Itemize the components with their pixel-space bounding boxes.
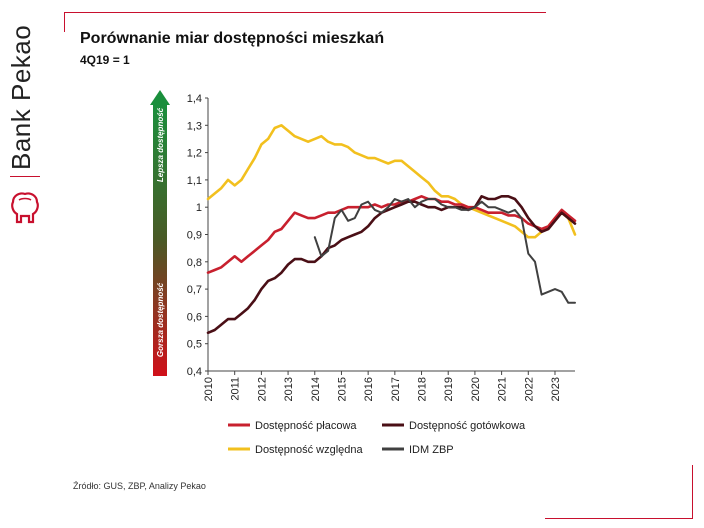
frame-bottom-line <box>545 518 693 519</box>
y-tick-label: 1,1 <box>187 175 202 187</box>
y-tick-label: 0,4 <box>187 366 202 378</box>
y-tick-label: 1,4 <box>187 93 202 105</box>
legend-label: Dostępność płacowa <box>255 420 357 432</box>
y-tick-labels: 0,4 0,5 0,6 0,7 0,8 0,9 1 1,1 1,2 1,3 1,4 <box>187 93 202 378</box>
brand-sidebar: Bank Pekao <box>0 0 50 528</box>
y-tick-label: 0,6 <box>187 311 202 323</box>
series-line-dost-pno-got-wkowa <box>206 195 577 335</box>
x-tick-label: 2016 <box>363 377 375 401</box>
x-tick-label: 2019 <box>443 377 455 401</box>
y-tick-label: 0,7 <box>187 284 202 296</box>
y-tick-label: 1 <box>196 202 202 214</box>
x-tick-label: 2010 <box>203 377 215 401</box>
x-tick-label: 2020 <box>470 377 482 401</box>
legend-label: IDM ZBP <box>409 444 454 456</box>
arrow-top-label: Lepsza dostępność <box>156 107 165 182</box>
x-tick-label: 2011 <box>230 377 242 401</box>
chart-axes <box>205 97 575 375</box>
y-tick-label: 1,3 <box>187 120 202 132</box>
y-tick-label: 1,2 <box>187 148 202 160</box>
x-tick-label: 2022 <box>523 377 535 401</box>
bison-logo-icon <box>11 192 39 224</box>
x-tick-label: 2018 <box>417 377 429 401</box>
arrow-head-icon <box>150 90 170 105</box>
arrow-shaft <box>153 104 167 376</box>
y-tick-label: 0,5 <box>187 339 202 351</box>
series-lines <box>206 124 577 335</box>
brand-separator <box>10 176 40 177</box>
x-tick-labels: 2010 2011 2012 2013 2014 2015 2016 2017 2018 2019… <box>203 377 562 401</box>
source-note: Źródło: GUS, ZBP, Analizy Pekao <box>73 481 206 491</box>
x-tick-label: 2017 <box>390 377 402 401</box>
x-tick-label: 2014 <box>310 377 322 401</box>
x-tick-label: 2015 <box>336 377 348 401</box>
page-title: Porównanie miar dostępności mieszkań <box>80 30 385 47</box>
frame-top-line <box>64 12 546 13</box>
availability-arrow: Lepsza dostępność Gorsza dostępność <box>150 90 170 376</box>
legend-label: Dostępność względna <box>255 444 364 456</box>
frame-left-line <box>64 12 65 32</box>
series-line-idm-zbp <box>313 198 576 304</box>
chart-legend: Dostępność płacowa Dostępność gotówkowa Do… <box>228 420 526 456</box>
arrow-bottom-label: Gorsza dostępność <box>156 282 165 357</box>
series-line-dost-pno-wzgl-dna <box>206 124 577 239</box>
x-tick-label: 2021 <box>497 377 509 401</box>
x-tick-label: 2012 <box>256 377 268 401</box>
x-tick-label: 2013 <box>283 377 295 401</box>
frame-right-line <box>692 465 693 519</box>
legend-label: Dostępność gotówkowa <box>409 420 526 432</box>
y-tick-label: 0,9 <box>187 230 202 242</box>
x-tick-label: 2023 <box>550 377 562 401</box>
page-subtitle: 4Q19 = 1 <box>80 53 130 67</box>
y-tick-label: 0,8 <box>187 257 202 269</box>
